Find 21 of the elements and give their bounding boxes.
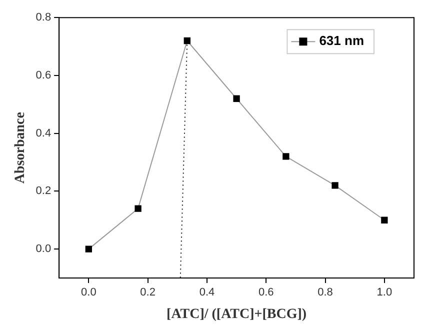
y-tick-label: 0.4	[36, 127, 52, 140]
x-tick-label: 0.2	[140, 286, 156, 299]
y-tick-label: 0.2	[36, 185, 52, 198]
point	[184, 37, 190, 44]
y-tick-label: 0.6	[36, 70, 52, 82]
point	[332, 182, 338, 189]
point	[233, 95, 240, 102]
y-tick-label: 0.8	[36, 12, 52, 24]
point	[381, 216, 388, 224]
point	[85, 246, 92, 252]
x-tick-label: 0.6	[258, 286, 274, 299]
x-tick-label: 0.8	[318, 286, 333, 299]
y-axis-title: Absorbance	[13, 112, 28, 184]
x-axis-title: [ATC]/ ([ATC]+[BCG])	[166, 307, 307, 322]
x-tick-label: 0.4	[199, 286, 215, 299]
x-tick-label: 1.0	[376, 286, 392, 299]
legend-label: 631 nm	[319, 33, 364, 48]
x-tick-label: 0.0	[81, 286, 96, 299]
point	[282, 153, 290, 160]
point	[134, 205, 142, 212]
y-tick-label: 0.0	[36, 243, 52, 256]
